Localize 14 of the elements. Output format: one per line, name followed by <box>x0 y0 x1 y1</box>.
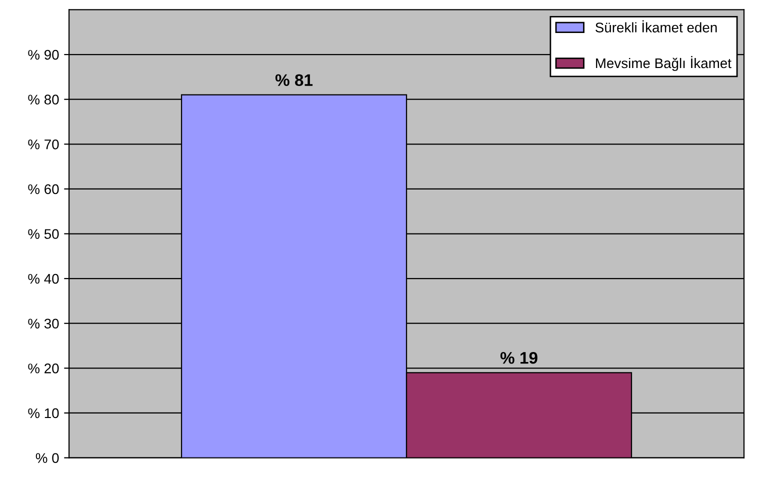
y-tick-label: % 40 <box>28 274 59 284</box>
y-tick-label: % 30 <box>28 318 59 329</box>
y-tick-label: % 70 <box>28 139 59 150</box>
y-tick-label: % 0 <box>36 453 59 463</box>
y-tick-label: % 80 <box>28 94 59 105</box>
y-tick-label: % 90 <box>28 50 59 60</box>
y-tick-label: % 60 <box>28 184 59 194</box>
legend-label: Mevsime Bağlı İkamet <box>596 56 732 71</box>
legend-label: Sürekli İkamet eden <box>596 20 717 32</box>
y-tick-label: % 10 <box>28 408 59 418</box>
y-tick-label: % 20 <box>28 364 59 374</box>
data-label: % 19 <box>500 352 538 364</box>
y-tick-label: % 50 <box>28 229 59 239</box>
data-label: % 81 <box>275 74 313 86</box>
